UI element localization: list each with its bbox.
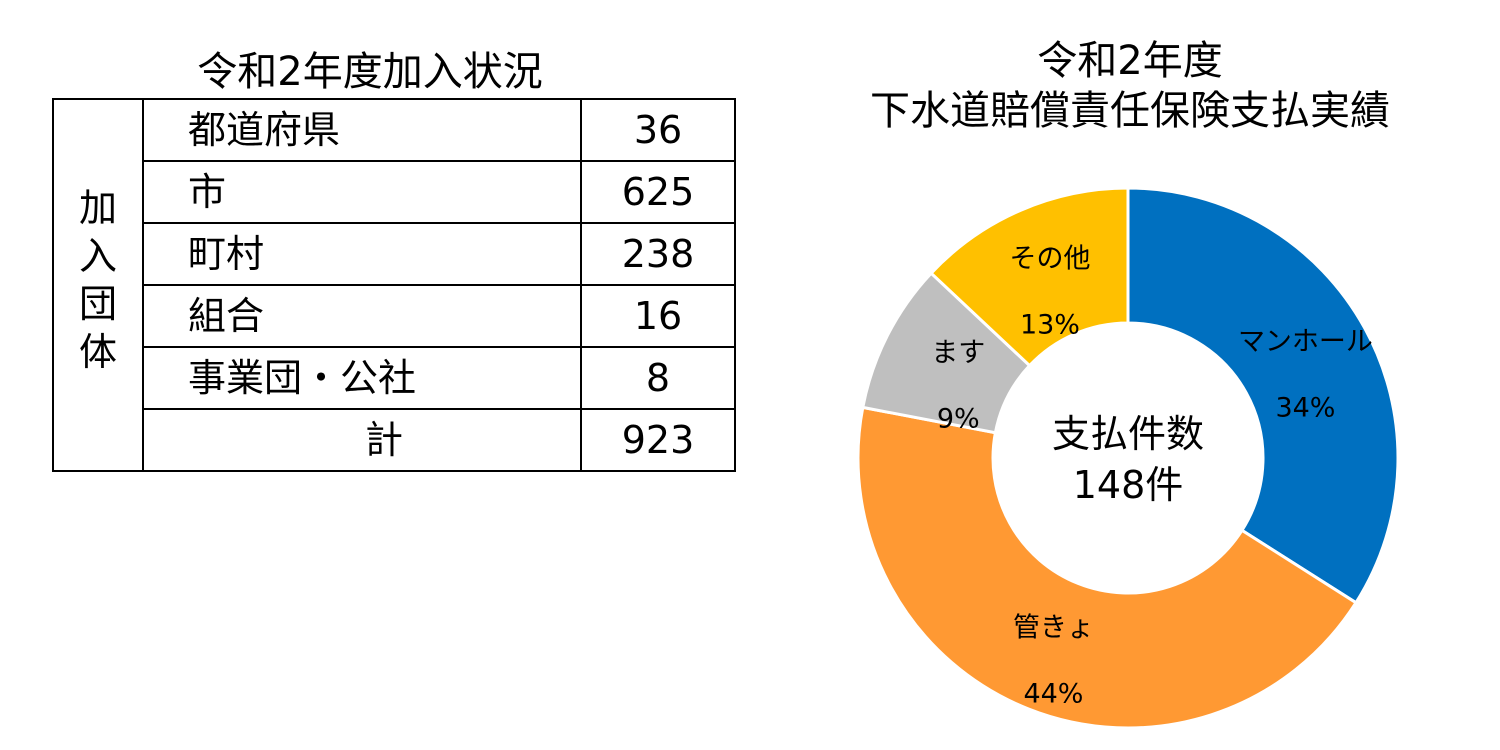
slice-other xyxy=(929,186,1130,368)
table-row: 市 625 xyxy=(53,160,736,224)
slice-percent-label: 34% xyxy=(1275,392,1335,423)
slice-manhole xyxy=(1126,186,1400,605)
group-header-char: 団 xyxy=(78,282,117,326)
slice-percent-label: 13% xyxy=(1020,310,1080,341)
membership-table: 加 入 団 体 都道府県 36 市 625 町村 238 組合 16 事業団・公… xyxy=(52,98,736,472)
table-row: 計 923 xyxy=(53,408,736,472)
chart-title: 令和2年度 下水道賠償責任保険支払実績 xyxy=(800,36,1460,136)
slice-sewer-pipe xyxy=(856,405,1359,730)
row-value-prefectures: 36 xyxy=(580,98,736,162)
center-count: 148件 xyxy=(1073,463,1184,507)
total-label: 計 xyxy=(142,408,582,472)
group-header-cell: 加 入 団 体 xyxy=(52,98,144,472)
slice-percent-label: 9% xyxy=(937,404,980,435)
chart-title-line: 下水道賠償責任保険支払実績 xyxy=(870,88,1390,134)
table-row: 事業団・公社 8 xyxy=(53,346,736,410)
table-row: 加 入 団 体 都道府県 36 xyxy=(52,98,736,472)
slice-percent-label: 44% xyxy=(1023,678,1083,709)
slice-category-label: マンホール xyxy=(1238,326,1373,357)
row-value-cities: 625 xyxy=(580,160,736,224)
row-value-towns: 238 xyxy=(580,222,736,286)
center-title: 支払件数 xyxy=(1052,412,1204,456)
table-row: 町村 238 xyxy=(53,222,736,286)
slice-category-label: 管きょ xyxy=(1013,612,1094,643)
table-title: 令和2年度加入状況 xyxy=(197,49,543,95)
row-label-cities: 市 xyxy=(142,160,582,224)
row-label-prefectures: 都道府県 xyxy=(142,98,582,162)
group-header-char: 入 xyxy=(78,234,117,278)
total-value: 923 xyxy=(580,408,736,472)
row-label-corporations: 事業団・公社 xyxy=(142,346,582,410)
chart-title-line: 令和2年度 xyxy=(1037,38,1223,84)
group-header-char: 加 xyxy=(78,186,117,230)
group-header-char: 体 xyxy=(78,330,117,374)
slice-category-label: その他 xyxy=(1009,244,1090,275)
row-label-unions: 組合 xyxy=(142,284,582,348)
row-value-corporations: 8 xyxy=(580,346,736,410)
slice-category-label: ます xyxy=(931,338,985,369)
row-value-unions: 16 xyxy=(580,284,736,348)
row-label-towns: 町村 xyxy=(142,222,582,286)
table-row: 組合 16 xyxy=(53,284,736,348)
